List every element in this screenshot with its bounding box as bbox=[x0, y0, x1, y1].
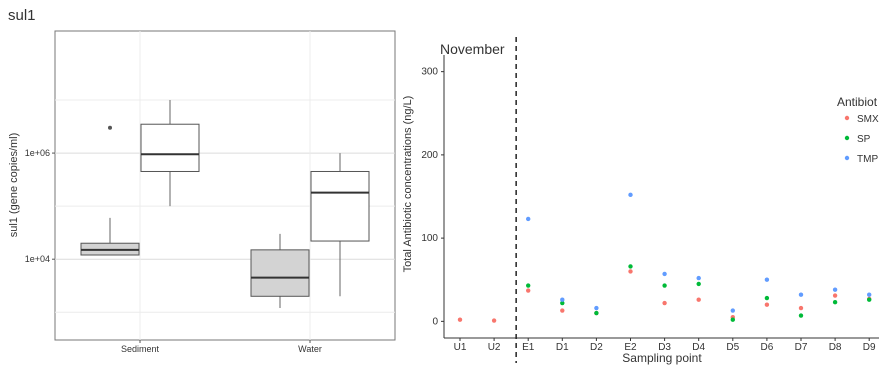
box-body bbox=[310, 170, 370, 242]
point-sp-d5 bbox=[730, 317, 735, 322]
right-y-axis-label: Total Antibiotic concentrations (ng/L) bbox=[402, 96, 414, 273]
right-x-ticks: U1 U2 E1 D1 D2 E2 D3 D4 D5 D6 D7 D8 D9 bbox=[454, 338, 876, 353]
point-sp-d3 bbox=[662, 283, 667, 288]
point-tmp-d1 bbox=[560, 297, 565, 302]
left-y-ticks: 1e+04 1e+06 bbox=[25, 148, 55, 264]
right-x-tick-label: D3 bbox=[658, 342, 671, 353]
legend-label-tmp: TMP bbox=[857, 154, 878, 165]
point-sp-d7 bbox=[798, 313, 804, 318]
point-tmp-d9 bbox=[867, 292, 872, 297]
point-tmp-e2 bbox=[628, 192, 633, 198]
point-smx-d8 bbox=[832, 293, 838, 298]
right-x-tick-label: U2 bbox=[488, 342, 501, 353]
point-sp-e2 bbox=[628, 264, 633, 269]
point-tmp-d6 bbox=[764, 277, 770, 282]
point-sp-d4 bbox=[696, 281, 701, 287]
point-tmp-d8 bbox=[832, 287, 838, 292]
box-sediment-2 bbox=[140, 100, 200, 207]
box-outlier-point bbox=[108, 125, 112, 130]
point-sp-e1 bbox=[526, 283, 531, 288]
point-tmp-e1 bbox=[526, 216, 531, 222]
point-smx-d6 bbox=[764, 302, 770, 307]
antibiotic-scatter-chart: 0 100 200 300 U1 U2 E1 D1 D2 E2 D3 D4 D5 D6 D7 D8 D9 No… bbox=[402, 37, 879, 365]
right-y-tick-label: 200 bbox=[421, 150, 438, 161]
right-points bbox=[457, 192, 872, 323]
right-y-tick-label: 300 bbox=[421, 67, 438, 78]
point-tmp-d2 bbox=[594, 305, 599, 311]
legend-title: Antibiot bbox=[837, 95, 878, 109]
point-tmp-d5 bbox=[730, 308, 735, 313]
point-sp-d2 bbox=[594, 310, 599, 316]
right-x-tick-label: D2 bbox=[590, 342, 603, 353]
legend-label-smx: SMX bbox=[857, 114, 879, 125]
right-y-ticks: 0 100 200 300 bbox=[421, 67, 444, 327]
point-sp-d8 bbox=[832, 300, 838, 305]
right-x-tick-label: D4 bbox=[692, 342, 705, 353]
right-y-tick-label: 100 bbox=[421, 233, 438, 244]
point-smx-e2 bbox=[628, 269, 633, 274]
point-smx-d1 bbox=[560, 308, 565, 313]
right-x-tick-label: E1 bbox=[522, 342, 535, 353]
right-x-tick-label: D1 bbox=[556, 342, 569, 353]
sul1-boxplot-chart: sul1 1e+04 1e+06 Sediment Water sul1 (gene… bbox=[8, 7, 396, 354]
left-y-tick-label: 1e+04 bbox=[25, 254, 50, 264]
left-x-tick-label: Water bbox=[298, 344, 322, 354]
legend-label-sp: SP bbox=[857, 134, 871, 145]
box-water-2 bbox=[310, 153, 370, 297]
left-x-tick-label: Sediment bbox=[121, 344, 160, 354]
box-body bbox=[140, 123, 200, 172]
box-body bbox=[250, 249, 310, 297]
point-smx-e1 bbox=[526, 288, 531, 293]
point-tmp-d3 bbox=[662, 271, 667, 277]
point-smx-u2 bbox=[491, 318, 497, 323]
point-sp-d1 bbox=[560, 300, 565, 306]
point-tmp-d4 bbox=[696, 275, 701, 281]
point-tmp-d7 bbox=[798, 292, 804, 297]
point-smx-d7 bbox=[798, 305, 804, 311]
right-x-tick-label: D5 bbox=[726, 342, 739, 353]
box-sediment-1 bbox=[80, 125, 140, 256]
right-x-tick-label: E2 bbox=[624, 342, 637, 353]
right-x-tick-label: D8 bbox=[829, 342, 842, 353]
point-smx-u1 bbox=[457, 317, 463, 322]
left-y-tick-label: 1e+06 bbox=[25, 148, 50, 158]
legend-key-tmp bbox=[844, 155, 850, 161]
right-x-tick-label: D7 bbox=[795, 342, 808, 353]
point-smx-d4 bbox=[696, 297, 701, 302]
box-water-1 bbox=[250, 233, 310, 309]
point-sp-d6 bbox=[764, 295, 770, 301]
left-chart-title: sul1 bbox=[8, 7, 36, 24]
right-x-tick-label: U1 bbox=[454, 342, 467, 353]
legend-key-smx bbox=[844, 115, 850, 121]
right-y-tick-label: 0 bbox=[432, 316, 438, 327]
right-x-axis-label: Sampling point bbox=[622, 351, 702, 365]
legend: Antibiot SMX SP TMP bbox=[837, 95, 879, 165]
point-smx-d3 bbox=[662, 300, 667, 306]
left-boxes bbox=[80, 100, 370, 309]
left-y-axis-label: sul1 (gene copies/ml) bbox=[8, 133, 20, 238]
right-x-tick-label: D6 bbox=[761, 342, 774, 353]
left-x-ticks: Sediment Water bbox=[121, 340, 322, 354]
right-x-tick-label: D9 bbox=[863, 342, 876, 353]
legend-key-sp bbox=[844, 135, 850, 141]
point-sp-d9 bbox=[867, 297, 872, 302]
november-annotation: November bbox=[440, 41, 505, 57]
